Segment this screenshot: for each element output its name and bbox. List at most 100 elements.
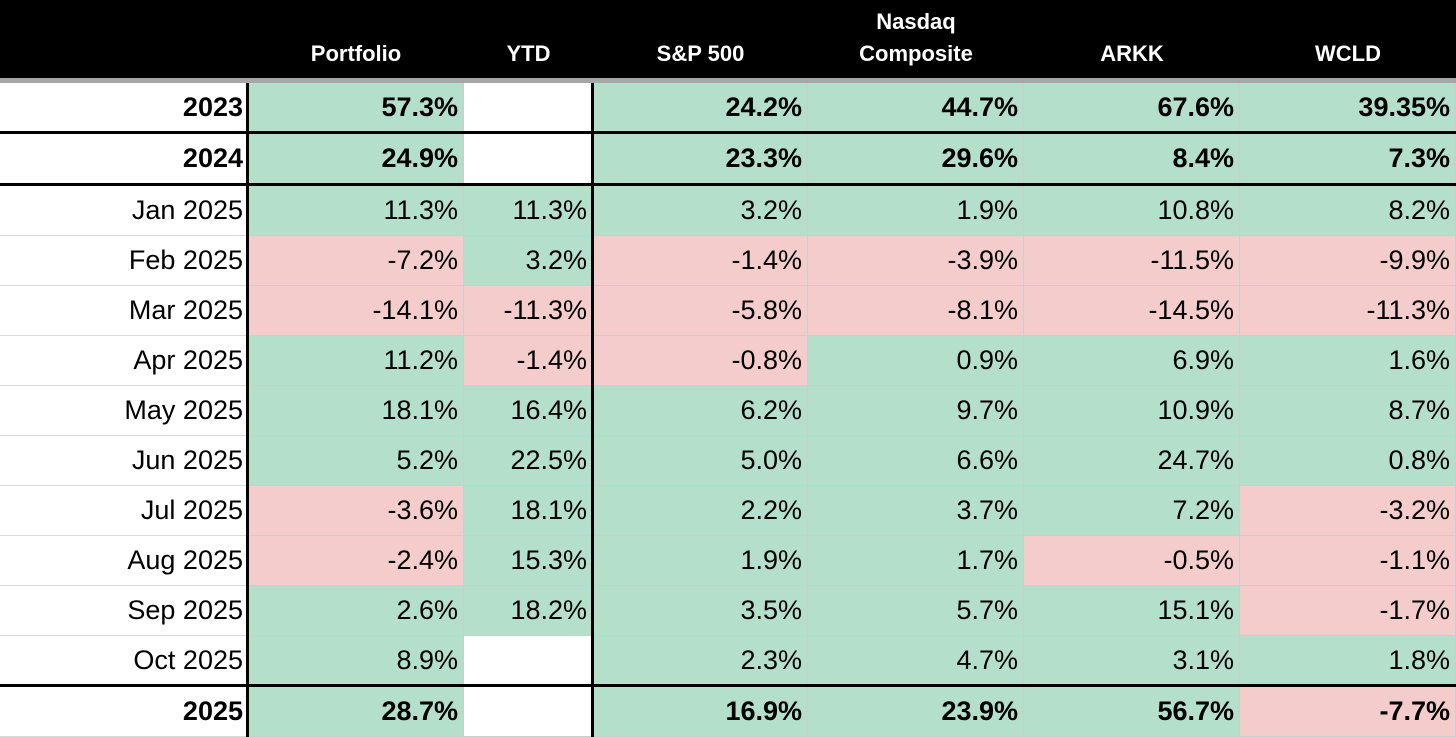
- empty-cell: [464, 686, 593, 737]
- column-header: YTD: [506, 41, 551, 66]
- value-cell: 1.6%: [1240, 336, 1456, 386]
- value-cell: 11.3%: [464, 185, 593, 236]
- value-cell: 3.1%: [1024, 636, 1240, 686]
- value-cell: 3.5%: [593, 586, 808, 636]
- value-cell: 39.35%: [1240, 83, 1456, 133]
- value-cell: -0.8%: [593, 336, 808, 386]
- header-divider: [0, 78, 1456, 83]
- value-cell: -9.9%: [1240, 236, 1456, 286]
- value-cell: -8.1%: [808, 286, 1024, 336]
- value-cell: -11.5%: [1024, 236, 1240, 286]
- value-cell: 18.1%: [464, 486, 593, 536]
- value-cell: 8.2%: [1240, 185, 1456, 236]
- row-label: 2025: [0, 686, 248, 737]
- value-cell: 2.2%: [593, 486, 808, 536]
- row-rule: [0, 684, 1456, 687]
- column-rule: [591, 83, 594, 737]
- value-cell: 28.7%: [248, 686, 464, 737]
- column-header: ARKK: [1100, 41, 1164, 66]
- value-cell: -14.5%: [1024, 286, 1240, 336]
- row-label: Mar 2025: [0, 286, 248, 336]
- row-label: Jun 2025: [0, 436, 248, 486]
- row-label: Apr 2025: [0, 336, 248, 386]
- value-cell: 16.4%: [464, 386, 593, 436]
- column-header: Portfolio: [310, 41, 402, 66]
- value-cell: 1.9%: [808, 185, 1024, 236]
- value-cell: 6.2%: [593, 386, 808, 436]
- value-cell: 11.3%: [248, 185, 464, 236]
- row-rule: [0, 131, 1456, 134]
- value-cell: -7.2%: [248, 236, 464, 286]
- value-cell: 11.2%: [248, 336, 464, 386]
- value-cell: -1.1%: [1240, 536, 1456, 586]
- value-cell: 5.7%: [808, 586, 1024, 636]
- column-rule: [246, 83, 249, 737]
- value-cell: 57.3%: [248, 83, 464, 133]
- value-cell: 10.8%: [1024, 185, 1240, 236]
- value-cell: 3.7%: [808, 486, 1024, 536]
- value-cell: 9.7%: [808, 386, 1024, 436]
- value-cell: 56.7%: [1024, 686, 1240, 737]
- value-cell: -3.2%: [1240, 486, 1456, 536]
- row-label: Oct 2025: [0, 636, 248, 686]
- row-label: 2024: [0, 133, 248, 185]
- value-cell: 8.7%: [1240, 386, 1456, 436]
- value-cell: 15.1%: [1024, 586, 1240, 636]
- value-cell: -0.5%: [1024, 536, 1240, 586]
- value-cell: 7.3%: [1240, 133, 1456, 185]
- value-cell: 15.3%: [464, 536, 593, 586]
- value-cell: 18.1%: [248, 386, 464, 436]
- value-cell: -3.6%: [248, 486, 464, 536]
- value-cell: 1.8%: [1240, 636, 1456, 686]
- empty-cell: [464, 83, 593, 133]
- row-label: May 2025: [0, 386, 248, 436]
- value-cell: -1.4%: [464, 336, 593, 386]
- row-rule: [0, 183, 1456, 186]
- header-band: [0, 0, 1456, 78]
- value-cell: 18.2%: [464, 586, 593, 636]
- value-cell: 5.0%: [593, 436, 808, 486]
- row-label: Feb 2025: [0, 236, 248, 286]
- value-cell: -7.7%: [1240, 686, 1456, 737]
- value-cell: 24.9%: [248, 133, 464, 185]
- value-cell: 4.7%: [808, 636, 1024, 686]
- row-label: Aug 2025: [0, 536, 248, 586]
- value-cell: 29.6%: [808, 133, 1024, 185]
- value-cell: 67.6%: [1024, 83, 1240, 133]
- value-cell: 44.7%: [808, 83, 1024, 133]
- value-cell: 0.8%: [1240, 436, 1456, 486]
- row-label: 2023: [0, 83, 248, 133]
- value-cell: 2.6%: [248, 586, 464, 636]
- value-cell: 22.5%: [464, 436, 593, 486]
- column-header: S&P 500: [656, 41, 745, 66]
- value-cell: 6.6%: [808, 436, 1024, 486]
- row-label: Sep 2025: [0, 586, 248, 636]
- empty-cell: [464, 133, 593, 185]
- value-cell: 24.7%: [1024, 436, 1240, 486]
- value-cell: 1.9%: [593, 536, 808, 586]
- value-cell: 10.9%: [1024, 386, 1240, 436]
- value-cell: -5.8%: [593, 286, 808, 336]
- row-label: Jul 2025: [0, 486, 248, 536]
- value-cell: -11.3%: [464, 286, 593, 336]
- value-cell: 0.9%: [808, 336, 1024, 386]
- value-cell: 2.3%: [593, 636, 808, 686]
- value-cell: 8.4%: [1024, 133, 1240, 185]
- value-cell: 23.3%: [593, 133, 808, 185]
- value-cell: 3.2%: [593, 185, 808, 236]
- value-cell: -3.9%: [808, 236, 1024, 286]
- row-label: Jan 2025: [0, 185, 248, 236]
- value-cell: 8.9%: [248, 636, 464, 686]
- value-cell: -1.4%: [593, 236, 808, 286]
- empty-cell: [464, 636, 593, 686]
- value-cell: 6.9%: [1024, 336, 1240, 386]
- value-cell: 1.7%: [808, 536, 1024, 586]
- value-cell: 5.2%: [248, 436, 464, 486]
- value-cell: -2.4%: [248, 536, 464, 586]
- value-cell: -1.7%: [1240, 586, 1456, 636]
- value-cell: 7.2%: [1024, 486, 1240, 536]
- value-cell: 23.9%: [808, 686, 1024, 737]
- column-header: WCLD: [1315, 41, 1381, 66]
